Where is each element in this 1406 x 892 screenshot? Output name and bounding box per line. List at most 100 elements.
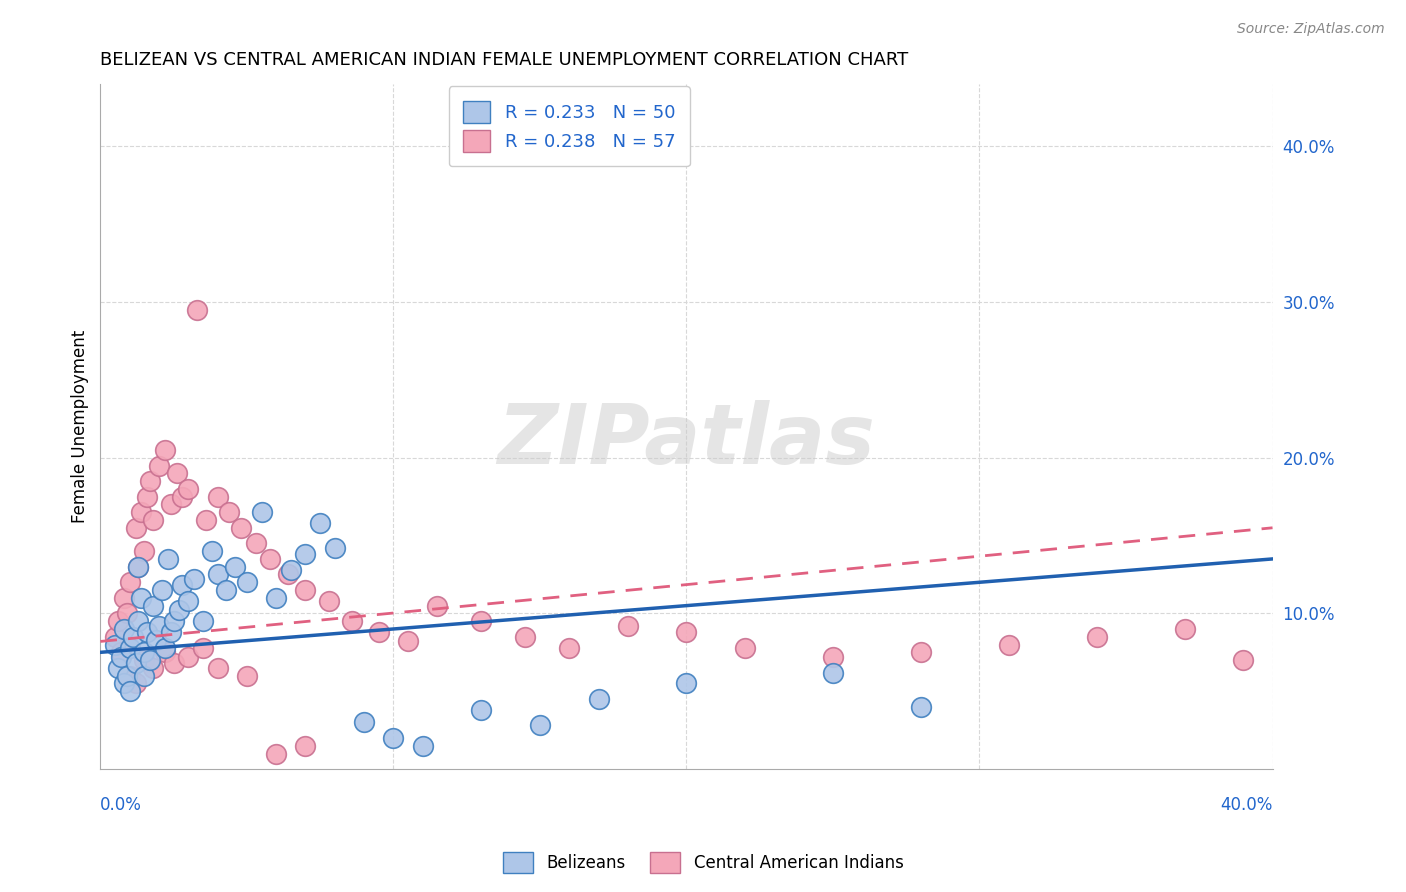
- Point: [153, 640, 176, 655]
- Point: [821, 650, 844, 665]
- Point: [821, 665, 844, 680]
- Point: [426, 599, 449, 613]
- Point: [412, 739, 434, 753]
- Point: [191, 640, 214, 655]
- Point: [515, 630, 537, 644]
- Point: [191, 614, 214, 628]
- Point: [201, 544, 224, 558]
- Point: [121, 630, 143, 644]
- Point: [134, 653, 156, 667]
- Point: [153, 645, 176, 659]
- Legend: Belizeans, Central American Indians: Belizeans, Central American Indians: [496, 846, 910, 880]
- Point: [148, 458, 170, 473]
- Point: [107, 614, 129, 628]
- Point: [139, 474, 162, 488]
- Point: [1174, 622, 1197, 636]
- Point: [145, 632, 167, 647]
- Point: [134, 668, 156, 682]
- Point: [997, 638, 1019, 652]
- Point: [177, 482, 200, 496]
- Point: [186, 302, 208, 317]
- Point: [118, 668, 141, 682]
- Point: [734, 640, 756, 655]
- Point: [323, 541, 346, 555]
- Point: [127, 614, 149, 628]
- Point: [159, 625, 181, 640]
- Point: [236, 575, 259, 590]
- Point: [124, 657, 146, 671]
- Point: [142, 599, 165, 613]
- Point: [112, 622, 135, 636]
- Point: [529, 718, 551, 732]
- Point: [177, 650, 200, 665]
- Point: [277, 567, 299, 582]
- Point: [156, 552, 179, 566]
- Point: [229, 521, 252, 535]
- Text: ZIPatlas: ZIPatlas: [498, 400, 876, 481]
- Point: [115, 607, 138, 621]
- Point: [183, 572, 205, 586]
- Point: [124, 676, 146, 690]
- Point: [127, 559, 149, 574]
- Point: [207, 490, 229, 504]
- Point: [224, 559, 246, 574]
- Point: [127, 559, 149, 574]
- Point: [134, 544, 156, 558]
- Point: [245, 536, 267, 550]
- Point: [264, 591, 287, 605]
- Point: [294, 547, 316, 561]
- Point: [136, 625, 159, 640]
- Point: [207, 567, 229, 582]
- Text: 0.0%: 0.0%: [100, 797, 142, 814]
- Point: [675, 676, 697, 690]
- Point: [236, 668, 259, 682]
- Point: [264, 747, 287, 761]
- Point: [118, 684, 141, 698]
- Point: [1085, 630, 1108, 644]
- Point: [675, 625, 697, 640]
- Point: [470, 614, 492, 628]
- Point: [215, 583, 238, 598]
- Point: [115, 668, 138, 682]
- Point: [218, 505, 240, 519]
- Point: [162, 657, 184, 671]
- Point: [294, 739, 316, 753]
- Point: [194, 513, 217, 527]
- Point: [136, 490, 159, 504]
- Point: [367, 625, 389, 640]
- Point: [142, 513, 165, 527]
- Point: [342, 614, 364, 628]
- Point: [110, 645, 132, 659]
- Point: [134, 645, 156, 659]
- Point: [131, 505, 153, 519]
- Point: [118, 575, 141, 590]
- Text: Source: ZipAtlas.com: Source: ZipAtlas.com: [1237, 22, 1385, 37]
- Point: [104, 630, 127, 644]
- Point: [172, 578, 194, 592]
- Point: [166, 467, 188, 481]
- Point: [112, 591, 135, 605]
- Point: [118, 640, 141, 655]
- Point: [588, 692, 610, 706]
- Point: [159, 498, 181, 512]
- Point: [396, 634, 419, 648]
- Point: [110, 650, 132, 665]
- Point: [259, 552, 281, 566]
- Point: [309, 516, 332, 530]
- Point: [142, 661, 165, 675]
- Text: 40.0%: 40.0%: [1220, 797, 1272, 814]
- Y-axis label: Female Unemployment: Female Unemployment: [72, 330, 89, 524]
- Point: [617, 619, 640, 633]
- Point: [153, 442, 176, 457]
- Point: [558, 640, 581, 655]
- Point: [107, 661, 129, 675]
- Point: [162, 614, 184, 628]
- Point: [139, 653, 162, 667]
- Text: BELIZEAN VS CENTRAL AMERICAN INDIAN FEMALE UNEMPLOYMENT CORRELATION CHART: BELIZEAN VS CENTRAL AMERICAN INDIAN FEMA…: [100, 51, 908, 69]
- Point: [250, 505, 273, 519]
- Point: [294, 583, 316, 598]
- Point: [169, 603, 191, 617]
- Point: [131, 591, 153, 605]
- Point: [124, 521, 146, 535]
- Point: [318, 594, 340, 608]
